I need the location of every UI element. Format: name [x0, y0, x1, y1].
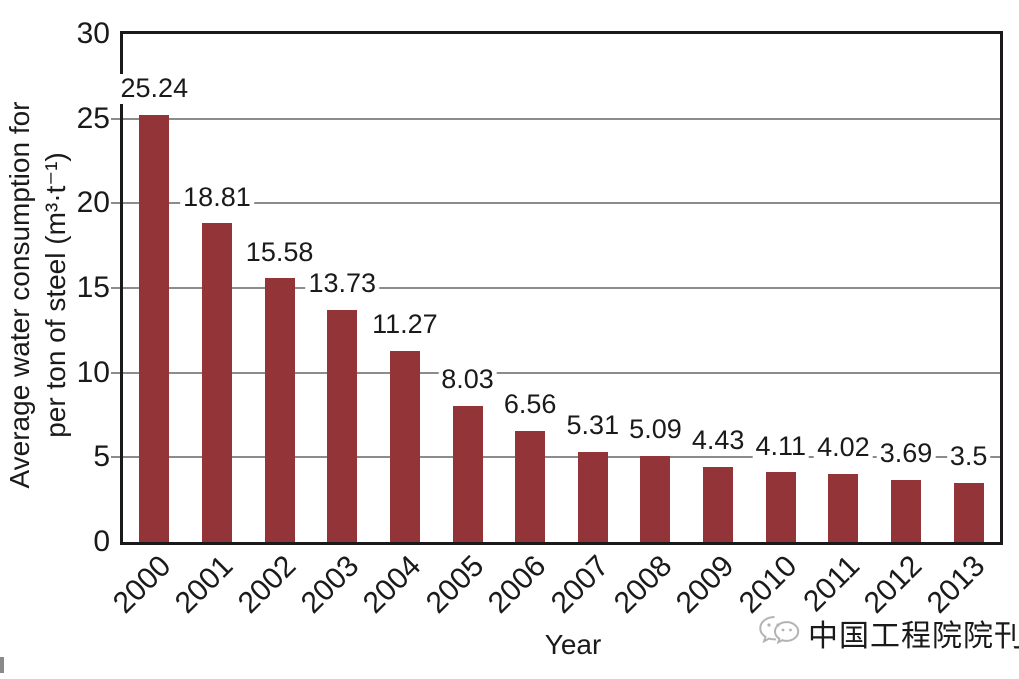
y-tick-mark [111, 456, 120, 459]
plot-area: 25.24 18.81 15.58 13.73 11.27 8.03 6.56 5.31 5.0… [117, 31, 1003, 545]
bar-2000 [139, 114, 170, 542]
y-tick-label: 25 [76, 101, 110, 135]
x-tick-label: 2009 [670, 549, 741, 620]
gridline [123, 117, 1000, 120]
gridline [123, 456, 1000, 459]
bar-value-label: 4.02 [814, 433, 873, 463]
x-axis-title: Year [544, 629, 602, 660]
y-tick-label: 15 [76, 271, 110, 304]
x-tick-label: 2000 [106, 549, 177, 620]
x-tick-label: 2013 [920, 549, 992, 620]
y-tick-label: 30 [76, 17, 110, 50]
bar-2007 [577, 452, 608, 542]
y-tick-mark [111, 202, 120, 205]
bar-value-label: 18.81 [180, 182, 254, 213]
bar-value-label: 13.73 [305, 268, 380, 299]
bar-2012 [891, 479, 922, 542]
gridline [123, 371, 1000, 374]
y-tick-mark [111, 371, 120, 374]
bar-2006 [515, 430, 546, 542]
bar-value-label: 3.69 [876, 438, 936, 469]
x-tick-label: 2007 [544, 549, 616, 620]
x-tick-label: 2006 [482, 549, 553, 620]
bar-value-label: 11.27 [369, 310, 441, 341]
y-tick-label: 0 [93, 525, 110, 558]
bar-2003 [327, 309, 358, 542]
watermark-text: 中国工程院院刊 [808, 620, 1019, 653]
bar-2009 [703, 467, 734, 542]
bar-2011 [828, 473, 859, 542]
x-tick-label: 2008 [607, 549, 679, 620]
x-tick-label: 2011 [797, 549, 867, 619]
y-tick-mark [111, 287, 120, 289]
bar-2004 [389, 351, 420, 542]
y-tick-mark [111, 117, 120, 120]
watermark: 中国工程院院刊 [758, 611, 1019, 655]
bar-2010 [765, 472, 796, 542]
y-tick-label: 5 [93, 440, 110, 474]
gridline [123, 202, 1000, 205]
x-tick-label: 2012 [858, 549, 929, 620]
bar-value-label: 4.43 [688, 426, 748, 456]
x-tick-label: 2001 [169, 549, 240, 620]
x-tick-label: 2004 [356, 549, 428, 620]
y-tick-label: 10 [76, 355, 110, 389]
x-tick-label: 2002 [231, 549, 303, 620]
bar-value-label: 5.31 [563, 411, 623, 442]
bar-value-label: 6.56 [500, 390, 560, 420]
wechat-icon [759, 616, 800, 645]
bar-2005 [452, 406, 483, 542]
bar-2013 [953, 482, 984, 542]
bar-value-label: 5.09 [626, 414, 685, 445]
bar-value-label: 15.58 [242, 237, 317, 268]
gridline [123, 287, 1000, 289]
page-edge-mark [0, 657, 4, 673]
bar-value-label: 3.5 [946, 441, 991, 472]
bar-value-label: 25.24 [117, 73, 192, 104]
y-tick-label: 20 [76, 186, 110, 220]
bar-2001 [201, 223, 232, 542]
x-tick-label: 2005 [419, 549, 491, 620]
bar-value-label: 8.03 [438, 365, 497, 396]
bar-2008 [640, 455, 671, 542]
x-tick-label: 2010 [732, 549, 804, 620]
bar-value-label: 4.11 [752, 431, 810, 462]
bar-2002 [264, 278, 295, 542]
x-tick-label: 2003 [294, 549, 365, 620]
